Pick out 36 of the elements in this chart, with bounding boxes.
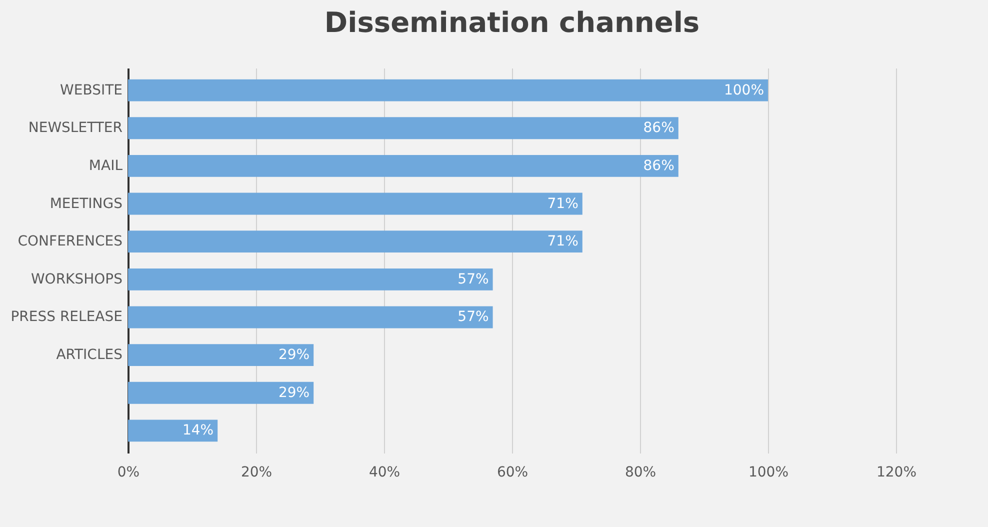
data-label: 29%	[278, 384, 310, 401]
bar	[128, 192, 582, 215]
bar	[128, 230, 582, 253]
bar	[128, 344, 314, 366]
bar	[128, 268, 493, 290]
bar	[128, 154, 678, 177]
bar	[128, 382, 314, 404]
bar	[128, 79, 768, 102]
bar	[128, 420, 218, 442]
x-tick-label: 40%	[368, 464, 400, 480]
bar	[128, 306, 493, 328]
y-tick-label: NEWSLETTER	[28, 120, 123, 136]
bar	[128, 117, 678, 140]
data-label: 14%	[182, 422, 214, 439]
data-label: 71%	[547, 196, 578, 212]
y-tick-label: CONFERENCES	[18, 234, 123, 250]
y-tick-label: ARTICLES	[56, 347, 123, 364]
y-tick-label: PRESS RELEASE	[10, 309, 122, 326]
y-tick-label: MEETINGS	[50, 196, 123, 212]
data-label: 57%	[458, 309, 489, 326]
y-tick-label: WORKSHOPS	[30, 271, 123, 288]
chart-title: Dissemination channels	[324, 6, 700, 39]
x-tick-label: 60%	[496, 464, 528, 480]
x-tick-label: 100%	[748, 464, 789, 480]
data-label: 57%	[458, 271, 489, 288]
x-tick-label: 120%	[876, 464, 917, 480]
x-tick-label: 0%	[117, 464, 140, 480]
x-tick-label: 20%	[240, 464, 272, 480]
data-label: 29%	[278, 347, 310, 364]
data-label: 71%	[547, 234, 578, 250]
y-tick-label: WEBSITE	[60, 82, 122, 98]
data-label: 100%	[724, 82, 764, 98]
data-label: 86%	[643, 158, 674, 174]
y-tick-label: MAIL	[88, 158, 123, 174]
data-label: 86%	[643, 120, 674, 136]
x-tick-label: 80%	[624, 464, 656, 480]
